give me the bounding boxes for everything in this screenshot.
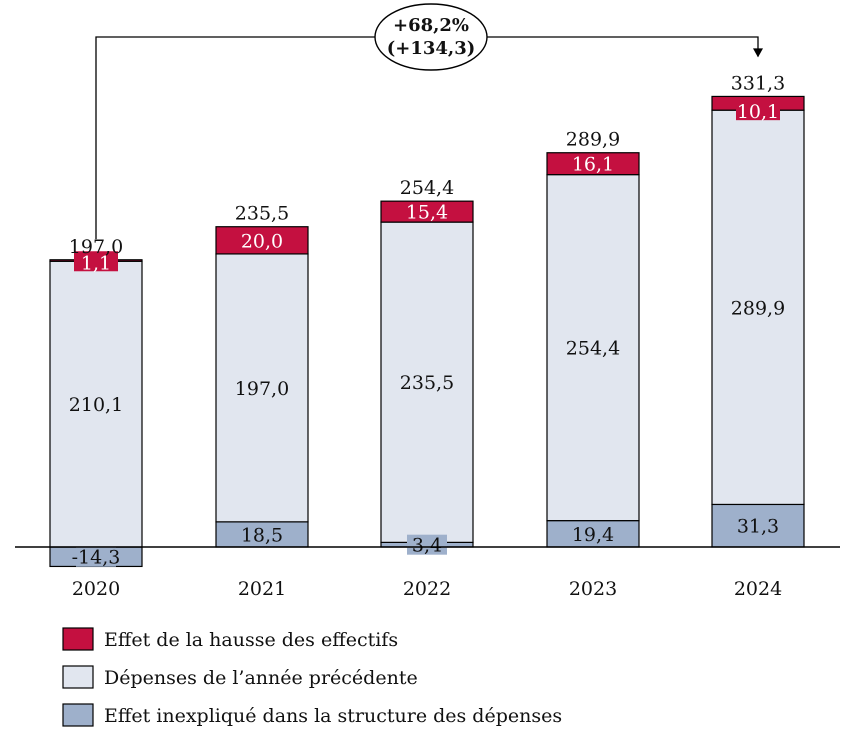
label-unexplained-2021: 18,5 (241, 524, 283, 546)
unexplained-label-bg-2022 (407, 534, 447, 555)
label-headcount-2023: 16,1 (572, 154, 614, 176)
legend-item-headcount: Effet de la hausse des effectifs (62, 627, 398, 651)
label-unexplained-2022: 3,4 (412, 535, 442, 557)
label-unexplained-2024: 31,3 (737, 516, 779, 538)
annotation-ellipse (374, 3, 488, 71)
bar-group-2024: 10,1 289,9 31,3 331,3 2024 (711, 72, 805, 600)
bar-segment-unexplained-2021 (215, 521, 309, 548)
label-total-2021: 235,5 (235, 203, 289, 225)
legend-item-previous: Dépenses de l’année précédente (62, 665, 418, 689)
bar-segment-previous-2023 (546, 174, 640, 522)
bars-layer: 1,1 210,1 -14,3 197,0 2020 20,0 197,0 18,5 235,5… (49, 72, 805, 600)
label-total-2024: 331,3 (731, 72, 785, 94)
bar-group-2023: 16,1 254,4 19,4 289,9 2023 (546, 129, 640, 600)
label-previous-2023: 254,4 (566, 338, 620, 360)
x-tick-label-2020: 2020 (72, 578, 120, 600)
bar-segment-previous-2022 (380, 221, 474, 543)
label-previous-2022: 235,5 (400, 372, 454, 394)
legend-swatch-headcount (62, 627, 94, 651)
bar-segment-headcount-2023 (546, 152, 640, 176)
bar-group-2021: 20,0 197,0 18,5 235,5 2021 (215, 203, 309, 600)
annotation-arrow-head (753, 48, 763, 58)
legend-label-headcount: Effet de la hausse des effectifs (104, 629, 398, 651)
label-headcount-2021: 20,0 (241, 230, 283, 252)
x-tick-label-2023: 2023 (569, 578, 617, 600)
label-previous-2021: 197,0 (235, 378, 289, 400)
legend-label-previous: Dépenses de l’année précédente (104, 667, 418, 689)
annotation-absolute: (+134,3) (387, 38, 475, 59)
bar-segment-headcount-2021 (215, 226, 309, 255)
x-tick-label-2021: 2021 (238, 578, 286, 600)
headcount-label-bg-2024 (736, 100, 780, 121)
bar-group-2020: 1,1 210,1 -14,3 197,0 2020 (49, 236, 143, 600)
legend-item-unexplained: Effet inexpliqué dans la structure des d… (62, 703, 562, 727)
label-total-2020: 197,0 (69, 236, 123, 258)
bar-segment-unexplained-2023 (546, 520, 640, 548)
legend-swatch-unexplained (62, 703, 94, 727)
unexplained-label-bg-2020 (76, 546, 116, 567)
label-previous-2024: 289,9 (731, 297, 785, 319)
annotation-percent: +68,2% (393, 15, 469, 36)
label-unexplained-2020: -14,3 (72, 547, 121, 569)
bar-group-2022: 15,4 235,5 3,4 254,4 2022 (380, 177, 474, 600)
label-headcount-2020: 1,1 (81, 252, 111, 274)
growth-annotation: +68,2%(+134,3) (95, 3, 763, 240)
legend-swatch-previous (62, 665, 94, 689)
bar-segment-previous-2024 (711, 109, 805, 506)
bar-segment-previous-2020 (49, 260, 143, 548)
bar-segment-previous-2021 (215, 253, 309, 523)
label-headcount-2022: 15,4 (406, 202, 448, 224)
label-total-2022: 254,4 (400, 177, 454, 199)
label-total-2023: 289,9 (566, 129, 620, 151)
headcount-label-bg-2020 (74, 251, 118, 272)
x-tick-label-2022: 2022 (403, 578, 451, 600)
bar-segment-headcount-2022 (380, 200, 474, 223)
legend-label-unexplained: Effet inexpliqué dans la structure des d… (104, 705, 562, 727)
label-headcount-2024: 10,1 (737, 101, 779, 123)
bar-segment-unexplained-2024 (711, 503, 805, 548)
label-unexplained-2023: 19,4 (572, 524, 614, 546)
label-previous-2020: 210,1 (69, 394, 123, 416)
legend: Effet de la hausse des effectifs Dépenses… (62, 627, 562, 727)
x-tick-label-2024: 2024 (734, 578, 782, 600)
